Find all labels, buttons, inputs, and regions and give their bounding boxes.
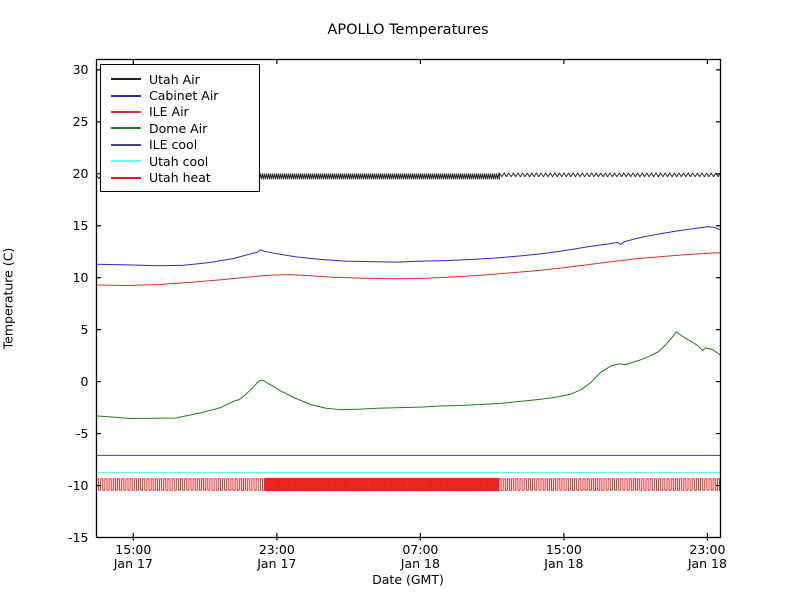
y-tick-label: -5 [76, 425, 89, 441]
x-tick-label: 23:00 Jan 17 [257, 541, 297, 571]
legend-item-ile-air: ILE Air [111, 104, 251, 120]
legend-label: Utah Air [149, 71, 200, 87]
x-axis-label: Date (GMT) [372, 572, 444, 587]
y-tick-label: 15 [72, 217, 89, 233]
legend-line-sample [111, 143, 141, 146]
x-tick-label: 15:00 Jan 18 [544, 541, 584, 571]
legend-line-sample [111, 160, 141, 163]
y-tick-label: 5 [80, 321, 89, 337]
series-line-cabinet-air [96, 226, 721, 267]
legend-line-sample [111, 78, 141, 81]
legend-item-dome-air: Dome Air [111, 120, 251, 136]
legend-label: ILE cool [149, 137, 198, 153]
x-tick-label: 23:00 Jan 18 [687, 541, 727, 571]
legend-item-utah-heat: Utah heat [111, 169, 251, 185]
legend-line-sample [111, 110, 141, 113]
y-tick-label: 30 [72, 61, 89, 77]
y-tick-label: -15 [68, 529, 89, 545]
y-tick-label: 0 [80, 373, 89, 389]
chart-title: APOLLO Temperatures [327, 22, 489, 38]
y-tick-label: 10 [72, 269, 89, 285]
y-tick-label: -10 [68, 477, 89, 493]
y-tick-label: 20 [72, 165, 89, 181]
legend-line-sample [111, 127, 141, 130]
legend-label: ILE Air [149, 104, 189, 120]
legend-item-utah-cool: Utah cool [111, 153, 251, 169]
series-line-dome-air [96, 331, 721, 420]
y-tick-label: 25 [72, 113, 89, 129]
legend-line-sample [111, 176, 141, 179]
legend-item-utah-air: Utah Air [111, 71, 251, 87]
legend-label: Dome Air [149, 120, 208, 136]
plot-frame [95, 58, 722, 539]
series-line-ile-air [96, 252, 721, 287]
legend-label: Cabinet Air [149, 88, 219, 104]
legend-label: Utah heat [149, 170, 211, 186]
x-tick-label: 15:00 Jan 17 [113, 541, 153, 571]
legend-line-sample [111, 94, 141, 97]
x-tick-label: 07:00 Jan 18 [400, 541, 440, 571]
y-axis-label: Temperature (C) [0, 247, 16, 350]
series-line-utah-heat [96, 477, 721, 492]
series-group [96, 172, 721, 492]
legend-label: Utah cool [149, 153, 209, 169]
legend: Utah Air Cabinet Air ILE Air Dome Air ILE co… [100, 64, 260, 192]
legend-item-ile-cool: ILE cool [111, 137, 251, 153]
legend-item-cabinet-air: Cabinet Air [111, 87, 251, 103]
